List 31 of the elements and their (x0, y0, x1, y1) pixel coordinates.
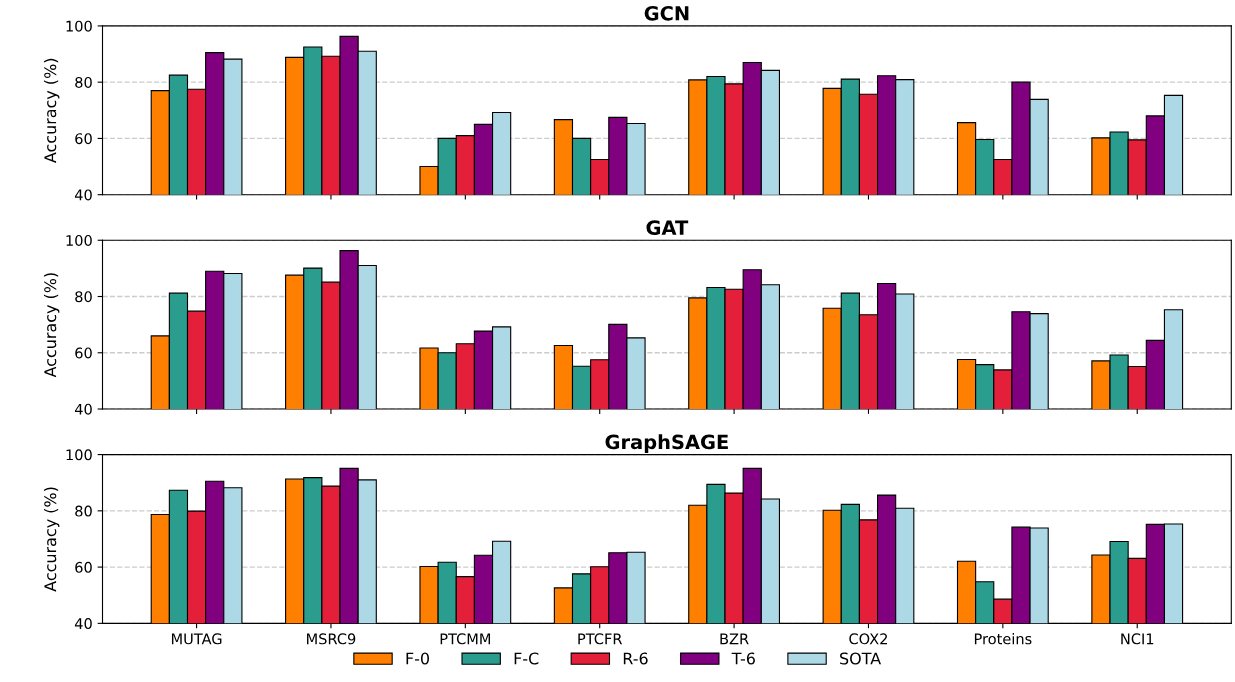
y-tick-label: 60 (75, 561, 92, 573)
y-tick-label: 100 (66, 449, 92, 461)
y-tick-label: 100 (66, 20, 92, 32)
x-tick-label: NCI1 (1121, 633, 1154, 645)
chart-title: GCN (644, 5, 689, 21)
y-tick-label: 80 (75, 291, 92, 303)
chart-title: GAT (646, 220, 689, 235)
y-tick-label: 60 (75, 133, 92, 145)
legend-label: R-6 (623, 652, 648, 665)
x-tick-label: PTCMM (440, 633, 490, 645)
legend-label: SOTA (840, 652, 882, 665)
x-tick-label: BZR (720, 633, 749, 645)
y-tick-label: 40 (74, 403, 92, 415)
y-tick-label: 80 (75, 76, 92, 88)
x-tick-label: Proteins (974, 633, 1032, 645)
y-tick-label: 80 (75, 505, 92, 517)
legend-label: F-C (514, 652, 539, 665)
x-tick-label: MUTAG (171, 633, 222, 645)
x-tick-label: COX2 (849, 633, 888, 645)
chart-title: GraphSAGE (605, 434, 728, 454)
y-tick-label: 100 (66, 234, 92, 246)
y-tick-label: 60 (75, 347, 92, 359)
x-tick-label: PTCFR (578, 633, 623, 645)
legend-label: F-0 (406, 652, 430, 665)
y-tick-label: 40 (74, 189, 92, 201)
y-axis-title: Accuracy (%) (43, 58, 60, 163)
y-axis-title: Accuracy (%) (43, 487, 60, 592)
x-tick-label: MSRC9 (307, 633, 356, 645)
legend-label: T-6 (731, 652, 755, 665)
y-tick-label: 40 (74, 618, 92, 630)
y-axis-title: Accuracy (%) (43, 273, 60, 378)
